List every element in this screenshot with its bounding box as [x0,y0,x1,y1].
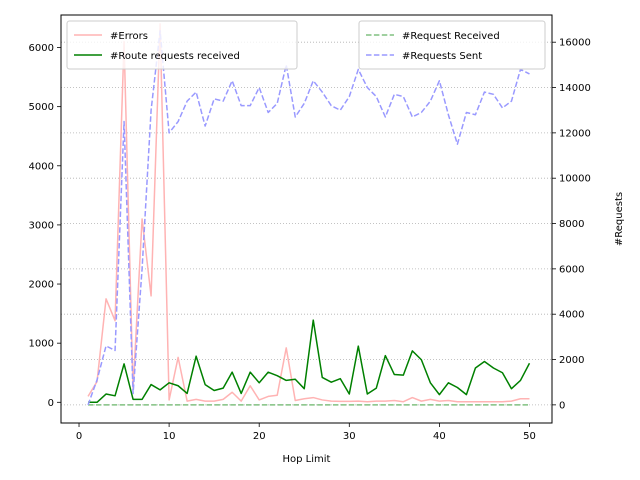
series-line-route-requests-received [88,319,531,404]
right-y-tick-label: 2000 [559,355,584,366]
legend-upper-left: #Errors #Route requests received [66,20,298,70]
right-y-tick-label: 14000 [559,83,591,94]
x-tick-label: 50 [523,431,536,442]
series-line-requests-sent [87,30,530,406]
left-y-tick-label: 5000 [29,102,54,113]
left-y-tick-label: 2000 [29,280,54,291]
right-y-tick-label: 16000 [559,38,591,49]
x-tick-label: 40 [433,431,446,442]
right-y-tick-label: 4000 [559,310,584,321]
left-y-tick-label: 3000 [29,220,54,231]
right-y-tick-label: 10000 [559,174,591,185]
left-y-tick-label: 0 [48,398,54,409]
right-y-tick-label: 8000 [559,219,584,230]
legend-label: #Route requests received [110,51,240,62]
left-y-tick-label: 1000 [29,339,54,350]
legend-label: #Requests Sent [402,51,482,62]
right-y-tick-label: 0 [559,400,565,411]
x-tick-label: 30 [343,431,356,442]
axes: 0 10 20 30 40 50 0 1000 2000 3000 4000 5000 6000 0 200… [29,38,591,442]
series-line-errors [87,23,530,403]
right-y-axis-label: #Requests [614,192,625,246]
legend-upper-right: #Request Received #Requests Sent [358,20,546,70]
right-y-tick-label: 6000 [559,264,584,275]
x-tick-label: 20 [253,431,266,442]
legend-label: #Request Received [402,31,500,42]
legend-box [358,20,546,70]
x-axis-label: Hop Limit [283,454,331,465]
right-y-tick-label: 12000 [559,128,591,139]
plot-frame [60,14,553,424]
left-y-tick-label: 6000 [29,43,54,54]
legend-box [66,20,298,70]
x-tick-label: 10 [163,431,176,442]
x-tick-label: 0 [76,431,82,442]
plot-series [87,23,531,406]
left-y-tick-label: 4000 [29,161,54,172]
legend-label: #Errors [110,31,148,42]
